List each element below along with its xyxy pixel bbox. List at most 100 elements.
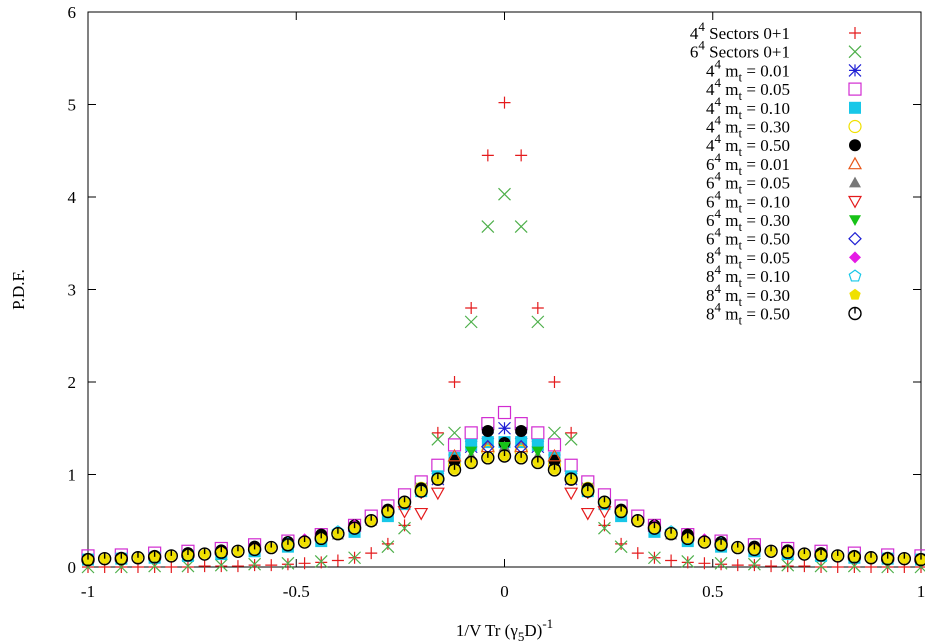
data-point [365,547,378,560]
data-point [564,472,578,486]
data-point [465,302,478,314]
data-point [498,421,511,435]
data-point [864,551,878,565]
y-tick-label: 2 [68,373,77,392]
legend-label: 44 Sectors 0+1 [690,19,790,43]
axis-ticks: -1 -0.5 0 0.5 1 0 1 2 3 4 5 6 [68,3,925,601]
data-point [915,553,925,565]
legend: 44 Sectors 0+164 Sectors 0+144 mt = 0.01… [690,19,863,328]
legend-marker [849,215,861,226]
data-point [331,527,345,541]
data-point [564,487,579,501]
data-point [265,559,278,572]
y-axis-label: P.D.F. [9,269,28,310]
data-point [297,535,312,549]
x-tick-label: 0.5 [702,582,723,601]
data-point [198,560,211,573]
legend-marker [847,195,863,209]
series-14 [82,450,925,565]
data-point [131,551,145,565]
data-point [914,552,925,567]
data-point [681,555,695,568]
data-point [465,446,478,458]
data-point [114,551,129,566]
y-tick-label: 3 [68,281,77,300]
data-point [831,549,845,563]
legend-label: 44 mt = 0.10 [706,94,790,122]
legend-label: 44 mt = 0.01 [706,56,790,84]
data-point [431,472,445,486]
data-point [664,527,678,541]
data-point [481,425,494,438]
data-point [515,149,528,162]
data-point [498,96,511,109]
legend-marker [848,45,862,59]
data-point [847,550,862,564]
series-0 [82,96,925,573]
y-tick-label: 6 [68,3,77,22]
legend-label: 44 mt = 0.05 [706,75,790,103]
data-point [698,557,711,570]
x-axis-label: 1/V Tr (γ5D)-1 [456,616,553,644]
data-point [481,220,495,234]
data-point [615,537,628,550]
legend-label: 84 mt = 0.05 [706,243,790,271]
legend-marker [848,119,862,134]
data-point [865,561,878,573]
series-10 [465,441,544,458]
plot-frame [87,11,922,568]
legend-marker [849,176,861,188]
data-point [764,544,778,558]
data-point [547,463,562,477]
data-point [498,441,511,453]
data-point [564,432,578,446]
data-point [481,149,494,162]
data-point [497,449,512,463]
data-point [814,559,828,573]
data-point [381,540,395,554]
data-point [315,556,328,569]
data-point [448,376,461,388]
data-point [464,455,478,470]
legend-label: 64 Sectors 0+1 [690,38,790,62]
series-9 [397,487,612,521]
data-point [781,558,795,572]
data-point [631,547,644,560]
data-point [731,540,745,555]
data-point [248,557,262,571]
data-point [715,558,728,571]
data-point [665,554,678,567]
y-tick-label: 5 [68,96,77,115]
data-point [714,538,728,552]
legend-marker [848,231,862,246]
data-point [581,484,595,498]
data-point [131,561,144,573]
data-point [580,507,595,521]
x-tick-label: 0 [500,582,509,601]
data-point [397,495,412,509]
data-point [414,484,428,498]
data-point [197,547,212,561]
series-15 [81,449,925,567]
data-point [281,558,294,571]
data-point [714,556,728,570]
data-point [497,405,512,420]
series-13 [281,484,728,550]
data-point [697,535,712,549]
legend-label: 44 mt = 0.30 [706,113,790,141]
data-point [398,519,411,532]
data-point [598,521,611,535]
data-point [498,187,511,201]
data-point [248,559,261,572]
data-point [281,538,295,552]
data-point [515,425,528,438]
data-point [731,559,744,572]
legend-label: 84 mt = 0.50 [706,300,790,328]
data-point [448,426,461,440]
data-point [298,557,311,570]
data-point [481,451,495,465]
legend-marker [848,63,862,77]
data-point [447,463,462,477]
data-point [165,561,178,573]
data-point [181,561,194,573]
